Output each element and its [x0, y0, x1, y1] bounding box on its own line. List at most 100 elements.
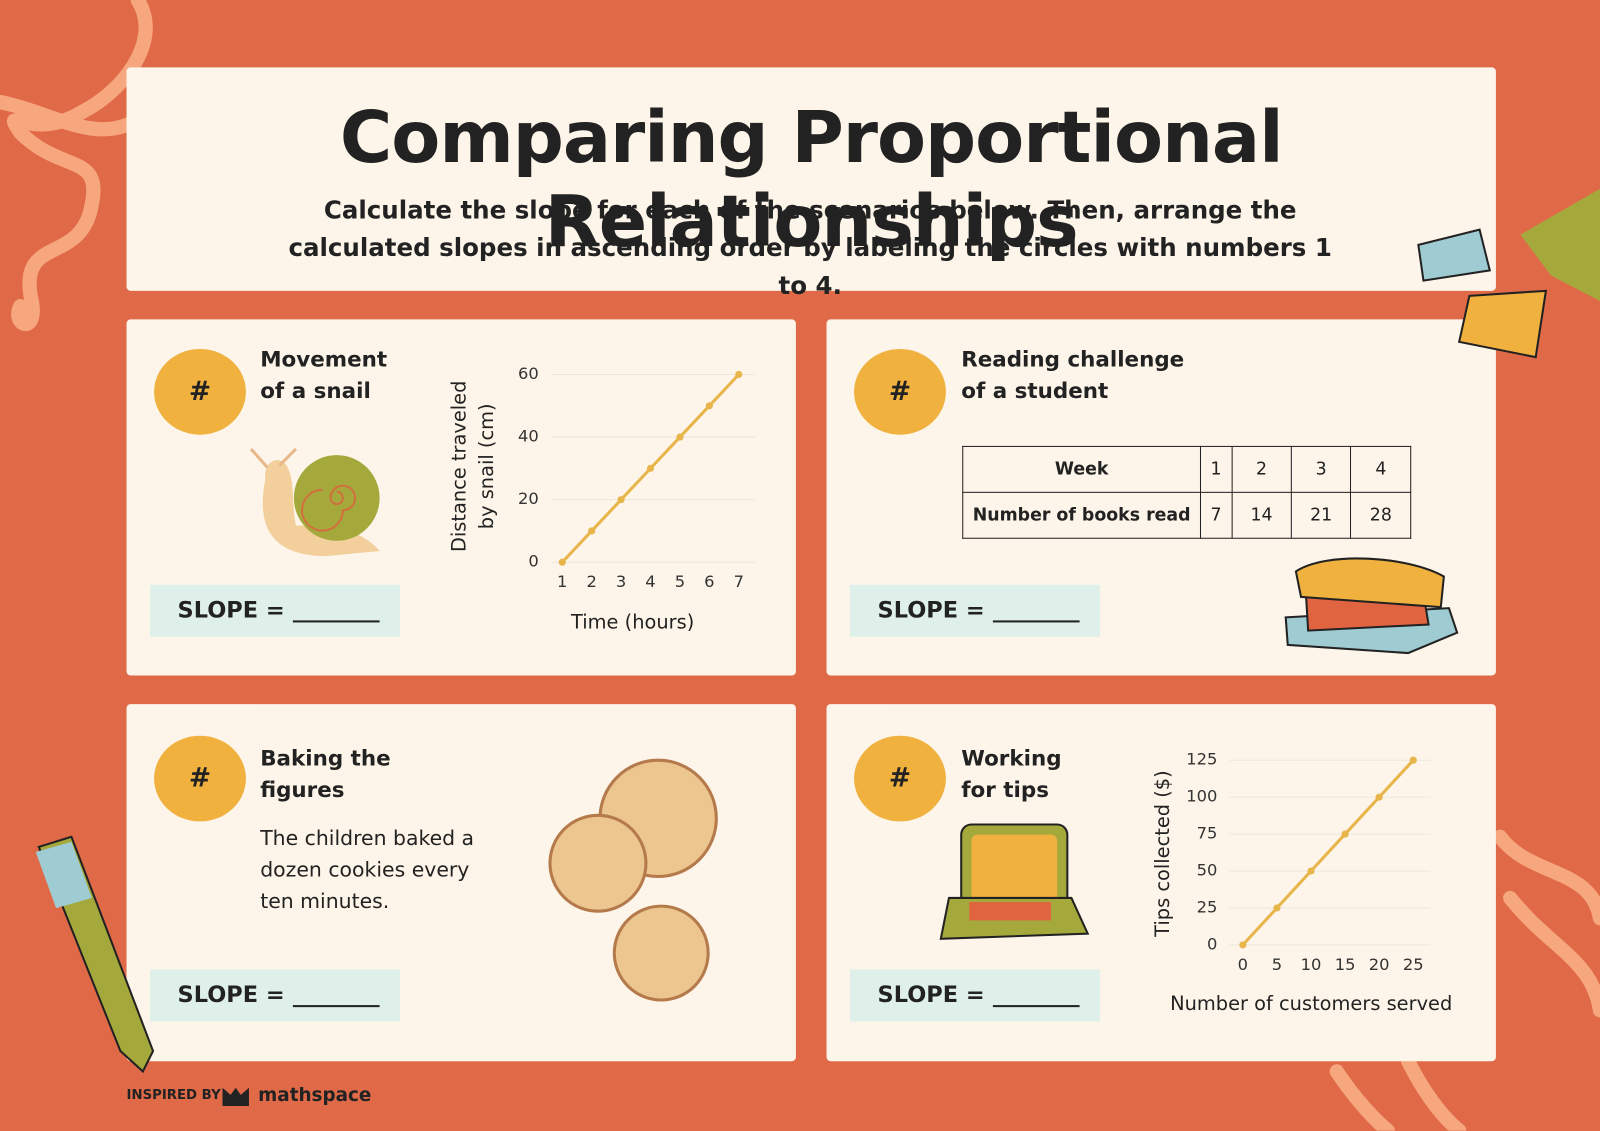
answer-line — [292, 599, 380, 622]
pen-grip — [35, 841, 92, 909]
data-point — [1239, 941, 1247, 949]
antenna — [278, 447, 297, 467]
brand-logo — [222, 1087, 249, 1107]
slope-label: SLOPE = — [877, 982, 985, 1009]
badge: # — [154, 735, 246, 822]
y-tick-label: 40 — [518, 427, 539, 446]
x-tick-label: 10 — [1301, 955, 1322, 974]
data-point — [617, 496, 625, 504]
snail-shell — [293, 455, 380, 541]
x-tick-label: 7 — [734, 572, 744, 591]
binder-clip — [1457, 289, 1548, 359]
squiggle-right — [1329, 829, 1600, 1131]
slope-label: SLOPE = — [877, 597, 985, 624]
table-cell: Week — [962, 445, 1202, 493]
laptop — [939, 823, 1090, 940]
clips — [1417, 188, 1600, 359]
table-cell: 2 — [1231, 445, 1292, 493]
cookie — [612, 904, 710, 1002]
panel: # Movement of a snail SLOPE = — [126, 319, 796, 676]
table-cell: 28 — [1350, 491, 1412, 539]
y-tick-label: 125 — [1186, 750, 1217, 769]
pen — [35, 835, 155, 1074]
data-point — [705, 402, 713, 410]
data-point — [1273, 904, 1281, 912]
x-tick-label: 0 — [1238, 955, 1248, 974]
x-tick-label: 1 — [557, 572, 567, 591]
panel-title: Baking the figures — [260, 745, 391, 803]
logo-shape — [222, 1087, 249, 1107]
inspired-by: INSPIRED BY — [126, 1087, 221, 1104]
panel-title: Working for tips — [961, 745, 1062, 803]
binder-clip — [1417, 228, 1492, 282]
x-tick-label: 6 — [704, 572, 714, 591]
squiggle-left — [6, 0, 153, 331]
books-table: Week 1 2 3 4 Number of books read 7 14 2… — [962, 445, 1412, 539]
table-row: Number of books read 7 14 21 28 — [962, 491, 1412, 539]
header-card: Comparing Proportional Relationships Cal… — [126, 67, 1496, 300]
slope-box: SLOPE = — [849, 584, 1100, 637]
table-cell: 1 — [1199, 445, 1233, 493]
x-tick-label: 15 — [1335, 955, 1356, 974]
x-axis-title: Time (hours) — [571, 611, 695, 634]
title: Comparing Proportional Relationships — [339, 95, 1284, 264]
slope-box: SLOPE = — [149, 969, 400, 1022]
shell-spiral — [301, 484, 357, 532]
x-tick-label: 20 — [1369, 955, 1390, 974]
panel: # Reading challenge of a student Week 1 … — [826, 319, 1496, 676]
table-cell: Number of books read — [962, 491, 1202, 539]
data-point — [676, 433, 684, 441]
x-tick-label: 3 — [616, 572, 626, 591]
badge: # — [854, 735, 946, 822]
data-point — [1307, 867, 1315, 875]
instructions: Calculate the slope for each of the scen… — [288, 195, 1332, 300]
data-line — [1241, 759, 1415, 946]
badge: # — [854, 348, 946, 435]
data-point — [646, 464, 655, 472]
scenario-text: The children baked a dozen cookies every… — [260, 825, 475, 914]
x-tick-label: 25 — [1403, 955, 1424, 974]
table-cell: 4 — [1350, 445, 1412, 493]
binder-clip — [1520, 188, 1600, 302]
cookies — [548, 758, 718, 1002]
panel-title: Movement of a snail — [260, 346, 388, 404]
table-cell: 14 — [1231, 491, 1292, 539]
table-row: Week 1 2 3 4 — [962, 445, 1412, 493]
panel-title: Reading challenge of a student — [961, 346, 1185, 404]
y-tick-label: 50 — [1197, 861, 1218, 880]
x-tick-label: 4 — [645, 572, 655, 591]
data-point — [558, 558, 566, 566]
x-tick-label: 5 — [1272, 955, 1282, 974]
y-tick-label: 100 — [1186, 787, 1217, 806]
y-tick-label: 0 — [1207, 934, 1217, 953]
slope-label: SLOPE = — [177, 597, 285, 624]
slope-label: SLOPE = — [177, 982, 285, 1009]
book — [1294, 557, 1445, 609]
y-tick-label: 0 — [528, 552, 538, 571]
data-point — [1375, 793, 1383, 801]
snail — [249, 447, 380, 557]
data-point — [1409, 756, 1417, 764]
squiggle-left-2 — [0, 94, 140, 137]
data-point — [1341, 830, 1349, 838]
data-point — [588, 527, 596, 535]
data-point — [735, 370, 743, 379]
slope-box: SLOPE = — [849, 969, 1100, 1022]
x-axis-title: Number of customers served — [1170, 992, 1453, 1016]
keyboard — [969, 902, 1052, 921]
antenna — [249, 447, 269, 469]
answer-line — [992, 599, 1080, 622]
x-tick-label: 2 — [586, 572, 596, 591]
brand: mathspace — [258, 1084, 372, 1107]
y-axis-title: Tips collected ($) — [1151, 770, 1174, 937]
x-tick-label: 5 — [675, 572, 685, 591]
table-cell: 7 — [1199, 491, 1233, 539]
answer-line — [992, 984, 1080, 1007]
panel: # Working for tips SLOPE = — [826, 704, 1496, 1062]
table-cell: 21 — [1290, 491, 1352, 539]
